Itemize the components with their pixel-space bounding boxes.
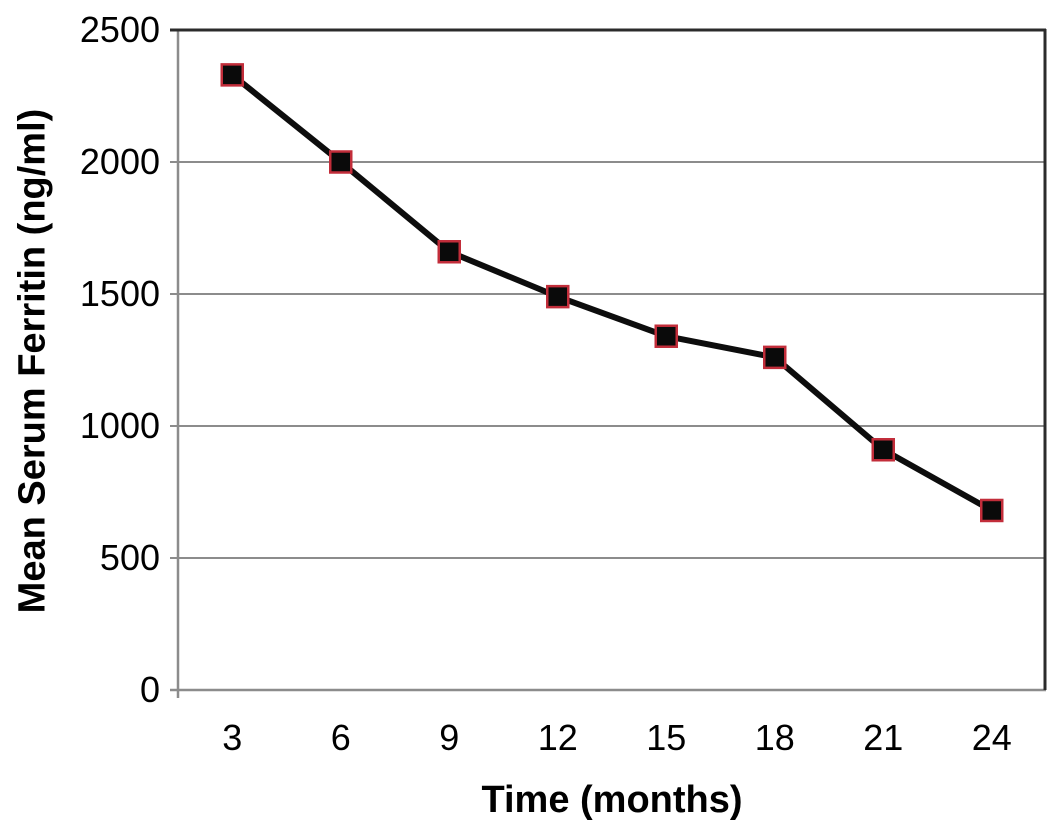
y-tick-label: 500 bbox=[99, 537, 160, 578]
x-tick-label: 3 bbox=[222, 717, 243, 758]
data-point-marker bbox=[546, 284, 570, 309]
data-point-marker bbox=[654, 324, 678, 348]
x-tick-label: 21 bbox=[863, 717, 904, 758]
series-line bbox=[229, 71, 995, 514]
y-tick-label: 1000 bbox=[79, 405, 160, 446]
x-tick-label: 24 bbox=[971, 717, 1012, 758]
x-tick-label: 18 bbox=[754, 717, 795, 758]
data-point-marker bbox=[437, 240, 461, 264]
data-point-marker bbox=[220, 63, 244, 87]
y-tick-label: 2500 bbox=[79, 9, 160, 50]
data-point-marker bbox=[980, 498, 1004, 523]
data-point-marker bbox=[871, 438, 895, 462]
y-tick-label: 1500 bbox=[79, 273, 160, 314]
x-tick-label: 15 bbox=[646, 717, 687, 758]
y-tick-label: 0 bbox=[139, 669, 160, 710]
y-axis-title: Mean Serum Ferritin (ng/ml) bbox=[11, 108, 54, 614]
x-tick-label: 9 bbox=[439, 717, 460, 758]
data-point-marker bbox=[763, 345, 787, 370]
x-tick-label: 12 bbox=[537, 717, 578, 758]
data-point-marker bbox=[329, 150, 353, 174]
x-axis-title: Time (months) bbox=[481, 779, 743, 821]
x-tick-label: 6 bbox=[330, 717, 351, 758]
y-tick-label: 2000 bbox=[79, 141, 160, 182]
